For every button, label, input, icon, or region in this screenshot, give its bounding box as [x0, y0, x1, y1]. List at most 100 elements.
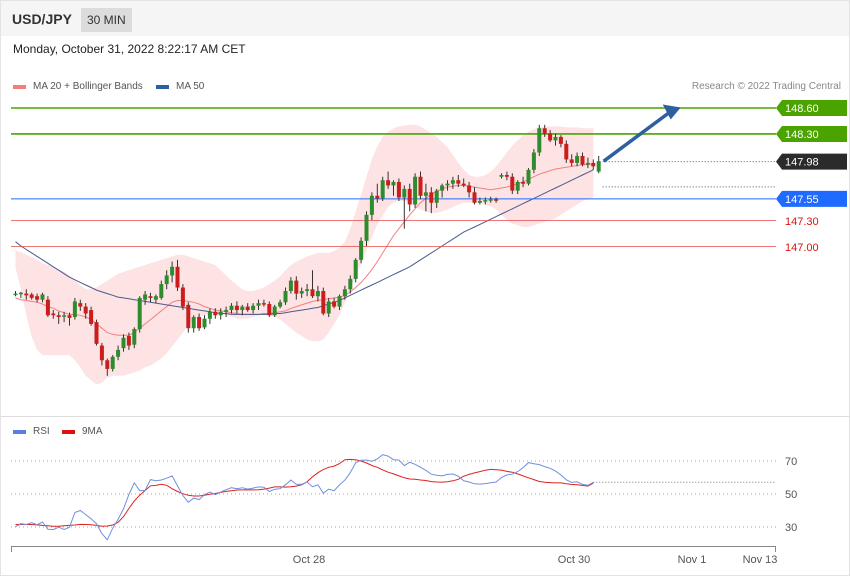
candle-body — [407, 188, 412, 205]
header-bar: USD/JPY 30 MIN — [1, 1, 849, 36]
candle-body — [342, 289, 347, 297]
candle-body — [386, 180, 391, 186]
candle-body — [542, 128, 547, 134]
interval-button[interactable]: 30 MIN — [81, 8, 132, 32]
candle-body — [315, 291, 320, 297]
candle-body — [359, 240, 364, 260]
support-level-label: 147.00 — [785, 242, 819, 254]
candle-body — [418, 176, 423, 196]
candle-body — [445, 183, 450, 186]
candle-body — [558, 136, 563, 144]
candle-body — [67, 315, 72, 318]
rsi-tick-label: 50 — [785, 489, 797, 501]
candle-body — [251, 305, 256, 311]
candle-body — [515, 181, 520, 191]
candle-body — [467, 185, 472, 193]
panel-divider — [1, 416, 849, 417]
legend-ma50: MA 50 — [156, 81, 204, 92]
candle-body — [310, 289, 315, 297]
candle-body — [213, 311, 218, 316]
candle-body — [537, 128, 542, 153]
candle-body — [553, 136, 558, 141]
candle-body — [99, 345, 104, 361]
support-level-label: 147.30 — [785, 216, 819, 228]
candle-body — [332, 301, 337, 307]
candle-body — [305, 289, 310, 292]
candle-body — [440, 185, 445, 191]
candle-body — [40, 294, 45, 300]
candle-body — [326, 301, 331, 314]
bollinger-band-area — [15, 124, 594, 385]
candle-body — [45, 299, 50, 316]
candle-body — [164, 275, 169, 285]
candle-body — [526, 169, 531, 184]
candle-body — [229, 305, 234, 311]
last-level-tag — [776, 153, 847, 170]
candle-body — [472, 192, 477, 203]
candle-body — [121, 337, 126, 349]
candle-body — [13, 293, 18, 296]
last-level-label: 147.98 — [785, 157, 819, 169]
candle-body — [461, 183, 466, 186]
candle-body — [29, 294, 34, 298]
candle-body — [364, 214, 369, 241]
candle-body — [105, 360, 110, 369]
copyright-text: Research © 2022 Trading Central — [691, 81, 841, 92]
candle-body — [116, 349, 121, 357]
candle-body — [423, 192, 428, 196]
candle-body — [159, 284, 164, 298]
candle-body — [596, 161, 601, 172]
x-tick-label: Oct 30 — [558, 554, 590, 566]
candle-body — [89, 310, 94, 324]
candle-body — [137, 297, 142, 330]
candle-body — [580, 155, 585, 165]
ma20-legend-label: MA 20 + Bollinger Bands — [33, 81, 143, 92]
rsi-swatch — [13, 429, 26, 434]
candle-body — [504, 175, 509, 177]
pivot-level-tag — [776, 190, 847, 207]
candle-body — [488, 199, 493, 201]
forecast-arrow-line — [602, 110, 672, 163]
candle-body — [450, 180, 455, 184]
candle-body — [380, 180, 385, 199]
candle-body — [132, 329, 137, 345]
candle-body — [499, 175, 504, 177]
candle-body — [391, 181, 396, 186]
candle-body — [575, 155, 580, 163]
candle-body — [353, 259, 358, 279]
candle-body — [569, 159, 574, 163]
ma20-swatch — [13, 84, 26, 89]
candle-body — [18, 292, 23, 295]
candle-body — [585, 162, 590, 165]
ma20-line — [15, 163, 594, 336]
candle-body — [299, 291, 304, 294]
ma50-line — [15, 169, 594, 315]
resistance-level-label: 148.60 — [785, 103, 819, 115]
rsi-ma-swatch — [62, 429, 75, 434]
candle-body — [153, 296, 158, 300]
candle-body — [83, 306, 88, 314]
candle-body — [348, 278, 353, 290]
candle-body — [402, 188, 407, 198]
candle-body — [483, 200, 488, 202]
rsi-line — [15, 454, 594, 541]
candle-body — [175, 266, 180, 288]
candle-body — [72, 301, 77, 317]
candle-body — [234, 305, 239, 311]
ma50-swatch — [156, 84, 169, 89]
candle-body — [272, 306, 277, 316]
candle-body — [240, 306, 245, 311]
candle-body — [202, 318, 207, 328]
candle-body — [369, 195, 374, 215]
forecast-arrow-head — [662, 104, 681, 120]
candle-body — [494, 199, 499, 201]
candle-body — [521, 181, 526, 184]
x-tick-label: Nov 13 — [743, 554, 778, 566]
legend-rsi-ma: 9MA — [62, 426, 103, 437]
candle-body — [170, 266, 175, 276]
candle-body — [180, 287, 185, 307]
candle-body — [477, 200, 482, 203]
candle-body — [531, 152, 536, 170]
candle-body — [261, 303, 266, 305]
